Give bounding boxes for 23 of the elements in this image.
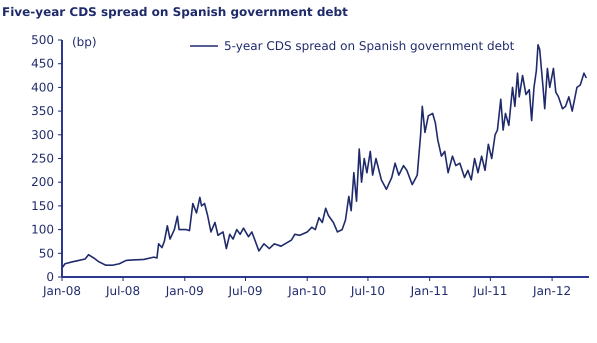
y-tick-label: 150: [31, 198, 54, 213]
y-tick-label: 400: [31, 80, 54, 94]
y-tick-label: 450: [31, 56, 54, 71]
x-tick-label: Jan-10: [287, 284, 326, 298]
x-tick-label: Jul-10: [350, 284, 385, 298]
y-tick-label: 50: [38, 246, 54, 260]
y-tick-label: 100: [31, 222, 54, 237]
legend-label: 5-year CDS spread on Spanish government debt: [224, 39, 515, 53]
y-tick-label: 350: [31, 104, 54, 118]
x-tick-label: Jul-08: [105, 284, 140, 298]
y-tick-label: 300: [31, 128, 54, 142]
y-tick-label: 0: [46, 270, 54, 284]
x-tick-label: Jan-12: [532, 284, 572, 298]
x-tick-label: Jul-11: [472, 284, 508, 298]
y-tick-label: 500: [31, 33, 54, 47]
y-tick-label: 250: [31, 152, 54, 166]
x-tick-label: Jan-08: [42, 284, 82, 298]
x-tick-label: Jul-09: [227, 284, 263, 298]
y-tick-label: 200: [31, 175, 54, 190]
x-tick-label: Jan-11: [410, 284, 449, 298]
x-tick-label: Jan-09: [164, 284, 204, 298]
chart-title: Five-year CDS spread on Spanish government debt: [2, 5, 348, 19]
y-axis-title: (bp): [72, 35, 97, 49]
